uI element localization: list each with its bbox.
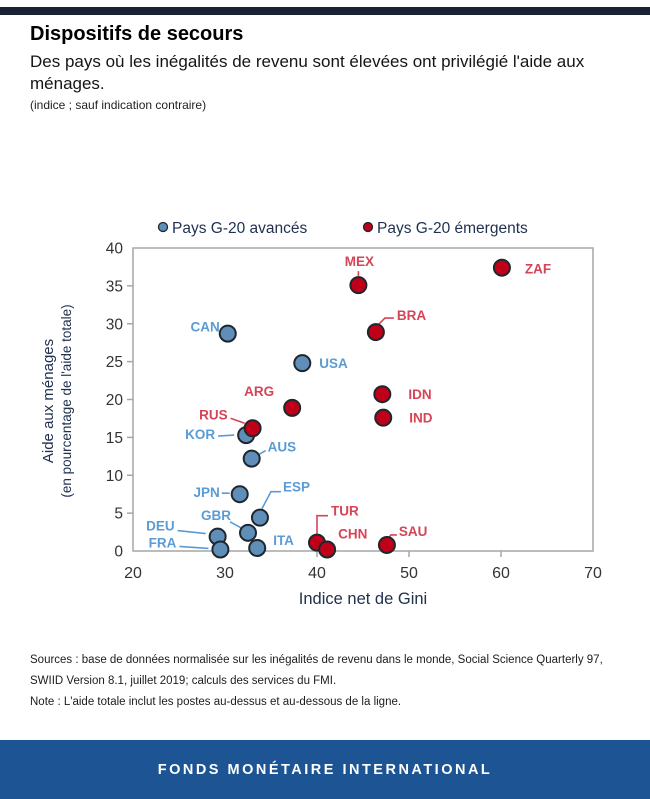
leader-line-AUS — [258, 449, 267, 456]
top-accent-bar — [0, 7, 650, 15]
x-axis-title: Indice net de Gini — [298, 590, 428, 608]
point-label-ZAF: ZAF — [525, 262, 551, 277]
x-tick-label: 20 — [124, 565, 142, 582]
sources-line-1: Sources : base de données normalisée sur… — [30, 654, 603, 666]
x-tick-label: 30 — [216, 565, 234, 582]
chart-unit-note: (indice ; sauf indication contraire) — [30, 98, 207, 112]
chart-header: Dispositifs de secours Des pays où les i… — [30, 22, 622, 112]
data-point-ARG — [283, 398, 302, 417]
point-label-JPN: JPN — [193, 485, 219, 500]
data-point-IDN — [373, 385, 392, 404]
scatter-chart: Pays G-20 avancés Pays G-20 émergents 0 5 10… — [106, 220, 602, 582]
point-label-CAN: CAN — [191, 320, 220, 335]
data-point-FRA — [211, 540, 230, 559]
leader-line-KOR — [218, 434, 235, 437]
point-label-FRA: FRA — [149, 535, 177, 550]
leader-line-FRA — [179, 545, 209, 550]
leader-line-ESP — [261, 490, 281, 510]
data-point-ZAF — [492, 258, 511, 277]
y-tick-label: 0 — [114, 544, 123, 561]
point-label-GBR: GBR — [201, 508, 231, 523]
x-tick-label: 50 — [400, 565, 418, 582]
chart-subtitle: Des pays où les inégalités de revenu son… — [30, 52, 585, 93]
leader-line-TUR — [316, 514, 328, 534]
data-point-CHN — [318, 540, 337, 559]
sources-block: Sources : base de données normalisée sur… — [30, 650, 625, 713]
point-label-ESP: ESP — [283, 480, 310, 495]
x-tick-label: 60 — [492, 565, 510, 582]
data-point-MEX — [349, 276, 368, 295]
point-label-TUR: TUR — [331, 504, 359, 519]
legend-marker-advanced — [157, 221, 169, 233]
data-point-ITA — [248, 538, 267, 557]
footer-band: FONDS MONÉTAIRE INTERNATIONAL — [0, 740, 650, 799]
y-axis-title: Aide aux ménages (en pourcentage de l'ai… — [39, 240, 81, 562]
sources-line-2: SWIID Version 8.1, juillet 2019; calculs… — [30, 675, 337, 687]
point-label-DEU: DEU — [146, 519, 175, 534]
data-point-JPN — [230, 485, 249, 504]
y-tick-label: 40 — [106, 241, 124, 258]
point-label-SAU: SAU — [399, 524, 428, 539]
y-axis-title-line1: Aide aux ménages — [40, 338, 57, 464]
data-point-IND — [374, 408, 393, 427]
legend-label-emerging: Pays G-20 émergents — [377, 220, 528, 237]
leader-line-GBR — [229, 521, 242, 529]
point-label-MEX: MEX — [345, 254, 374, 269]
data-point-ESP — [250, 508, 269, 527]
plot-frame — [132, 247, 594, 552]
chart-title: Dispositifs de secours — [30, 23, 244, 45]
point-label-IDN: IDN — [408, 387, 431, 402]
point-label-ITA: ITA — [273, 533, 294, 548]
data-point-USA — [293, 354, 312, 373]
data-point-AUS — [242, 449, 261, 468]
data-point-BRA — [366, 323, 385, 342]
point-label-BRA: BRA — [397, 308, 426, 323]
legend-label-advanced: Pays G-20 avancés — [172, 220, 308, 237]
y-axis-title-line2: (en pourcentage de l'aide totale) — [59, 304, 74, 498]
point-label-RUS: RUS — [199, 407, 228, 422]
point-label-KOR: KOR — [185, 427, 215, 442]
y-tick-label: 5 — [114, 506, 123, 523]
leader-line-RUS — [230, 417, 245, 425]
data-point-CAN — [218, 324, 237, 343]
y-tick-label: 20 — [106, 392, 124, 409]
note-line: Note : L'aide totale inclut les postes a… — [30, 696, 402, 708]
data-point-GBR — [239, 523, 257, 542]
y-tick-label: 30 — [106, 316, 124, 333]
legend-marker-emerging — [362, 221, 374, 233]
x-tick-label: 70 — [584, 565, 602, 582]
footer-banner-text: FONDS MONÉTAIRE INTERNATIONAL — [157, 761, 493, 778]
y-tick-label: 10 — [106, 468, 124, 485]
leader-line-BRA — [377, 317, 394, 326]
x-tick-label: 40 — [308, 565, 326, 582]
point-label-IND: IND — [409, 411, 433, 426]
leader-line-DEU — [177, 529, 206, 535]
point-label-CHN: CHN — [338, 526, 367, 541]
point-label-ARG: ARG — [244, 384, 274, 399]
data-point-SAU — [377, 535, 396, 554]
data-point-RUS — [243, 419, 262, 438]
y-tick-label: 15 — [106, 430, 123, 447]
point-label-AUS: AUS — [268, 440, 297, 455]
y-tick-label: 25 — [106, 354, 123, 371]
point-label-USA: USA — [319, 356, 348, 371]
y-tick-label: 35 — [106, 278, 123, 295]
